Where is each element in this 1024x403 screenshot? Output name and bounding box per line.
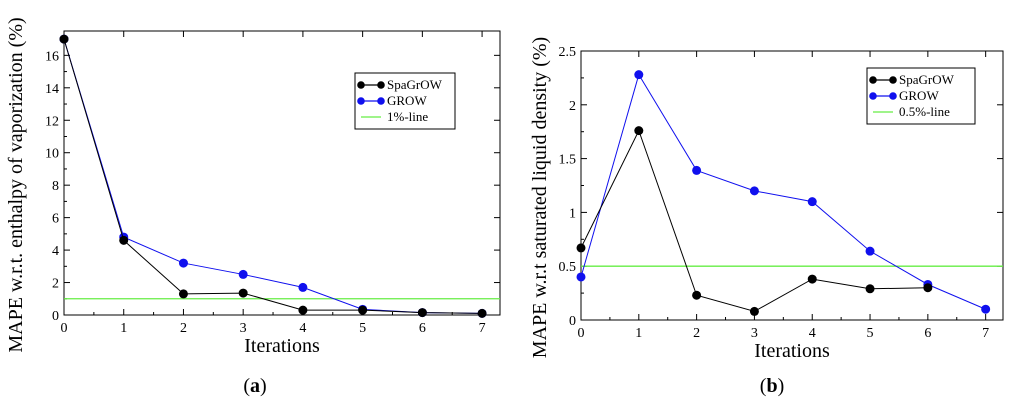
x-tick-label: 4 [809, 326, 816, 341]
data-point [59, 34, 69, 44]
legend-marker [889, 92, 897, 100]
x-tick-label: 5 [359, 321, 366, 336]
series-line [580, 73, 986, 310]
data-point [576, 243, 586, 253]
x-tick-label: 0 [578, 326, 585, 341]
y-tick-label: 6 [52, 212, 59, 227]
x-tick-label: 6 [419, 321, 426, 336]
x-axis-label: Iterations [754, 340, 830, 362]
x-tick-label: 7 [982, 326, 989, 341]
legend-marker [869, 76, 877, 84]
y-tick-label: 12 [45, 114, 59, 129]
data-point [238, 269, 248, 279]
x-tick-label: 4 [299, 321, 306, 336]
y-axis-label: MAPE w.r.t saturated liquid density (%) [529, 37, 551, 358]
data-point [119, 235, 129, 245]
x-tick-label: 3 [240, 321, 247, 336]
y-tick-label: 10 [45, 147, 59, 162]
x-tick-label: 3 [751, 326, 758, 341]
data-point [865, 246, 875, 256]
data-point [178, 289, 188, 299]
legend-label: 1%-line [387, 109, 428, 124]
data-point [865, 284, 875, 294]
legend-label: GROW [899, 88, 939, 103]
legend-marker [377, 97, 385, 105]
y-tick-label: 2.5 [559, 45, 577, 60]
x-tick-label: 5 [867, 326, 874, 341]
data-point [238, 288, 248, 298]
data-point [298, 305, 308, 315]
x-axis-label: Iterations [244, 335, 320, 357]
legend-label: SpaGrOW [387, 77, 443, 92]
legend-label: GROW [387, 93, 427, 108]
y-tick-label: 16 [45, 49, 59, 64]
panel-label: (b) [760, 375, 784, 397]
legend-marker [357, 81, 365, 89]
data-point [634, 126, 644, 136]
data-point [477, 308, 487, 318]
x-tick-label: 7 [479, 321, 486, 336]
x-tick-label: 1 [635, 326, 642, 341]
data-point [749, 186, 759, 196]
y-tick-label: 0.5 [559, 260, 577, 275]
x-tick-label: 6 [924, 326, 931, 341]
chart-panel-b: 0 1 2 3 4 5 6 7 0 0.5 1 1.5 2 2.5 Iterations MAPE w.r.t… [529, 37, 1004, 397]
x-tick-label: 0 [61, 321, 68, 336]
panel-label: (a) [243, 375, 266, 397]
y-tick-label: 14 [45, 82, 59, 97]
data-point [298, 282, 308, 292]
x-tick-label: 1 [120, 321, 127, 336]
y-tick-label: 0 [52, 309, 59, 324]
legend-label: SpaGrOW [899, 72, 955, 87]
y-tick-label: 4 [52, 244, 59, 259]
y-tick-label: 1 [569, 206, 576, 221]
data-point [576, 272, 586, 282]
x-tick-label: 2 [180, 321, 187, 336]
data-point [178, 258, 188, 268]
legend-marker [357, 97, 365, 105]
y-tick-label: 2 [52, 277, 59, 292]
legend-marker [889, 76, 897, 84]
data-point [634, 70, 644, 80]
y-axis-label: MAPE w.r.t. enthalpy of vaporization (%) [5, 17, 27, 352]
legend-marker [377, 81, 385, 89]
data-point [417, 308, 427, 318]
legend-box [354, 72, 456, 130]
data-point [807, 274, 817, 284]
data-point [358, 305, 368, 315]
x-tick-label: 2 [693, 326, 700, 341]
data-point [749, 306, 759, 316]
data-point [923, 283, 933, 293]
legend-marker [869, 92, 877, 100]
data-point [692, 290, 702, 300]
y-tick-label: 0 [569, 314, 576, 329]
y-tick-label: 2 [569, 99, 576, 114]
series-line [580, 129, 928, 312]
data-point [692, 165, 702, 175]
y-tick-label: 8 [52, 179, 59, 194]
series-line [63, 38, 483, 314]
data-point [807, 197, 817, 207]
data-point [981, 304, 991, 314]
legend-label: 0.5%-line [899, 104, 950, 119]
y-tick-label: 1.5 [559, 153, 577, 168]
plot-frame [63, 30, 501, 316]
